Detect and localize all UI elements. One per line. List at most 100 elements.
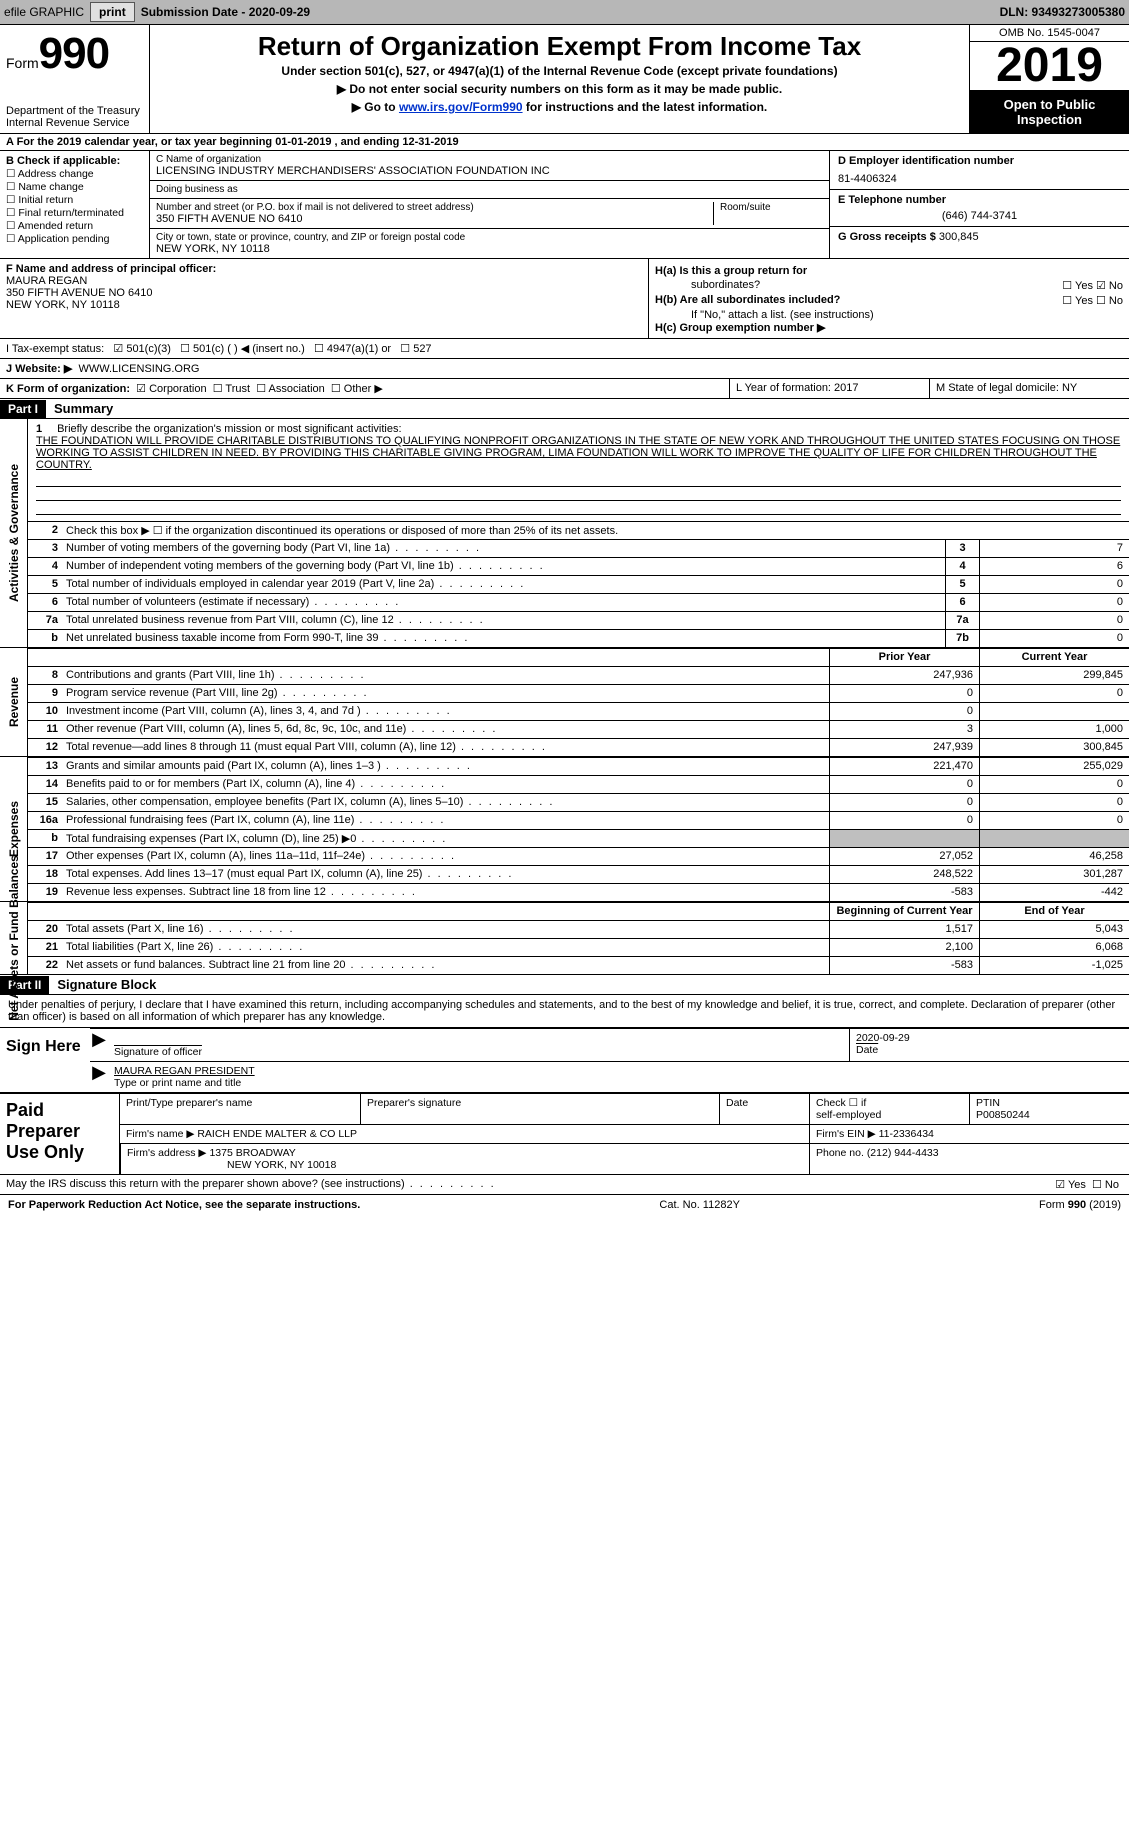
line-10: 10Investment income (Part VIII, column (… bbox=[28, 702, 1129, 720]
instructions-link[interactable]: www.irs.gov/Form990 bbox=[399, 100, 523, 114]
chk-trust[interactable]: ☐ Trust bbox=[213, 383, 250, 395]
line-num: b bbox=[28, 630, 62, 647]
gross-receipts-value: 300,845 bbox=[939, 231, 979, 243]
part1-title: Summary bbox=[46, 399, 121, 418]
current-year: 0 bbox=[979, 794, 1129, 811]
line-desc: Total assets (Part X, line 16) bbox=[62, 921, 829, 938]
mission-blank-2 bbox=[36, 487, 1121, 501]
goto-post: for instructions and the latest informat… bbox=[523, 100, 768, 114]
paid-preparer-block: Paid Preparer Use Only Print/Type prepar… bbox=[0, 1093, 1129, 1175]
chk-other[interactable]: ☐ Other ▶ bbox=[331, 383, 383, 395]
prior-year: 247,936 bbox=[829, 667, 979, 684]
vlabel-rev: Revenue bbox=[0, 648, 28, 756]
room-label: Room/suite bbox=[720, 202, 823, 213]
chk-initial-return[interactable]: Initial return bbox=[6, 194, 143, 206]
line-17: 17Other expenses (Part IX, column (A), l… bbox=[28, 847, 1129, 865]
officer-name-label: Type or print name and title bbox=[114, 1077, 1123, 1089]
line-num: 6 bbox=[28, 594, 62, 611]
section-revenue: Revenue Prior Year Current Year 8Contrib… bbox=[0, 648, 1129, 757]
line-num: 20 bbox=[28, 921, 62, 938]
line-num: 18 bbox=[28, 866, 62, 883]
row-klm: K Form of organization: ☑ Corporation ☐ … bbox=[0, 379, 1129, 399]
line-22: 22Net assets or fund balances. Subtract … bbox=[28, 956, 1129, 974]
prior-year: 27,052 bbox=[829, 848, 979, 865]
chk-501c3[interactable]: ☑ 501(c)(3) bbox=[113, 343, 171, 355]
hb-yes[interactable]: ☐ Yes bbox=[1062, 295, 1093, 307]
line-desc: Total fundraising expenses (Part IX, col… bbox=[62, 830, 829, 847]
line-num: 7a bbox=[28, 612, 62, 629]
line-8: 8Contributions and grants (Part VIII, li… bbox=[28, 666, 1129, 684]
current-year: 46,258 bbox=[979, 848, 1129, 865]
chk-4947a1[interactable]: ☐ 4947(a)(1) or bbox=[314, 343, 391, 355]
firm-address: Firm's address ▶ 1375 BROADWAYNEW YORK, … bbox=[120, 1144, 809, 1174]
line-num: 17 bbox=[28, 848, 62, 865]
ha-no[interactable]: ☑ No bbox=[1096, 280, 1123, 292]
current-year: 300,845 bbox=[979, 739, 1129, 756]
part2-header: Part II Signature Block bbox=[0, 975, 1129, 995]
line-desc: Total expenses. Add lines 13–17 (must eq… bbox=[62, 866, 829, 883]
chk-name-change[interactable]: Name change bbox=[6, 181, 143, 193]
submission-date: Submission Date - 2020-09-29 bbox=[141, 5, 310, 19]
row-a-tax-year: A For the 2019 calendar year, or tax yea… bbox=[0, 134, 1129, 151]
website-label: J Website: ▶ bbox=[6, 363, 72, 375]
box-b-label: B Check if applicable: bbox=[6, 155, 143, 167]
goto-pre: ▶ Go to bbox=[352, 100, 399, 114]
city-label: City or town, state or province, country… bbox=[156, 232, 823, 243]
line-val: 7 bbox=[979, 540, 1129, 557]
chk-amended-return[interactable]: Amended return bbox=[6, 220, 143, 232]
prep-selfemp: Check ☐ ifself-employed bbox=[809, 1094, 969, 1125]
line-desc: Revenue less expenses. Subtract line 18 … bbox=[62, 884, 829, 901]
signature-label: Signature of officer bbox=[114, 1046, 843, 1058]
state-domicile: M State of legal domicile: NY bbox=[929, 379, 1129, 398]
line-val: 6 bbox=[979, 558, 1129, 575]
line-21: 21Total liabilities (Part X, line 26)2,1… bbox=[28, 938, 1129, 956]
chk-corporation[interactable]: ☑ Corporation bbox=[136, 383, 206, 395]
section-activities-governance: Activities & Governance 1 Briefly descri… bbox=[0, 419, 1129, 648]
vlabel-ag: Activities & Governance bbox=[0, 419, 28, 647]
line-desc: Number of voting members of the governin… bbox=[62, 540, 945, 557]
current-year: 6,068 bbox=[979, 939, 1129, 956]
line-desc: Total number of volunteers (estimate if … bbox=[62, 594, 945, 611]
current-year: 0 bbox=[979, 776, 1129, 793]
discuss-question: May the IRS discuss this return with the… bbox=[6, 1178, 496, 1190]
prior-year: 1,517 bbox=[829, 921, 979, 938]
ein-label: D Employer identification number bbox=[838, 155, 1121, 167]
street-value: 350 FIFTH AVENUE NO 6410 bbox=[156, 213, 713, 225]
line-box: 6 bbox=[945, 594, 979, 611]
chk-application-pending[interactable]: Application pending bbox=[6, 233, 143, 245]
page-footer: For Paperwork Reduction Act Notice, see … bbox=[0, 1195, 1129, 1215]
line-num: 3 bbox=[28, 540, 62, 557]
prior-year: 0 bbox=[829, 703, 979, 720]
prior-year: 0 bbox=[829, 776, 979, 793]
chk-501c[interactable]: ☐ 501(c) ( ) ◀ (insert no.) bbox=[180, 343, 305, 355]
org-name: LICENSING INDUSTRY MERCHANDISERS' ASSOCI… bbox=[156, 165, 823, 177]
line-box: 7a bbox=[945, 612, 979, 629]
discuss-row: May the IRS discuss this return with the… bbox=[0, 1175, 1129, 1195]
chk-address-change[interactable]: Address change bbox=[6, 168, 143, 180]
line-num: 4 bbox=[28, 558, 62, 575]
chk-final-return[interactable]: Final return/terminated bbox=[6, 207, 143, 219]
chk-association[interactable]: ☐ Association bbox=[256, 383, 325, 395]
chk-527[interactable]: ☐ 527 bbox=[400, 343, 431, 355]
sign-here-block: Sign Here ▶ Signature of officer 2020-09… bbox=[0, 1027, 1129, 1093]
line-4: 4Number of independent voting members of… bbox=[28, 557, 1129, 575]
phone-label: E Telephone number bbox=[838, 194, 1121, 206]
hb-note: If "No," attach a list. (see instruction… bbox=[655, 309, 1123, 321]
hb-no[interactable]: ☐ No bbox=[1096, 295, 1123, 307]
line-desc: Professional fundraising fees (Part IX, … bbox=[62, 812, 829, 829]
ha-yes[interactable]: ☐ Yes bbox=[1062, 280, 1093, 292]
print-button[interactable]: print bbox=[90, 2, 135, 22]
arrow-icon: ▶ bbox=[90, 1062, 108, 1092]
tax-year: 2019 bbox=[970, 42, 1129, 91]
line-num: 2 bbox=[28, 522, 62, 539]
discuss-yes[interactable]: ☑ Yes bbox=[1055, 1179, 1086, 1191]
box-de: D Employer identification number 81-4406… bbox=[829, 151, 1129, 258]
officer-city: NEW YORK, NY 10118 bbox=[6, 299, 642, 311]
current-year: 1,000 bbox=[979, 721, 1129, 738]
website-value: WWW.LICENSING.ORG bbox=[78, 363, 199, 375]
mission-lead: Briefly describe the organization's miss… bbox=[57, 423, 401, 435]
box-b: B Check if applicable: Address change Na… bbox=[0, 151, 150, 258]
form-title: Return of Organization Exempt From Incom… bbox=[158, 31, 961, 62]
discuss-no[interactable]: ☐ No bbox=[1092, 1179, 1119, 1191]
dln: DLN: 93493273005380 bbox=[1000, 5, 1125, 19]
